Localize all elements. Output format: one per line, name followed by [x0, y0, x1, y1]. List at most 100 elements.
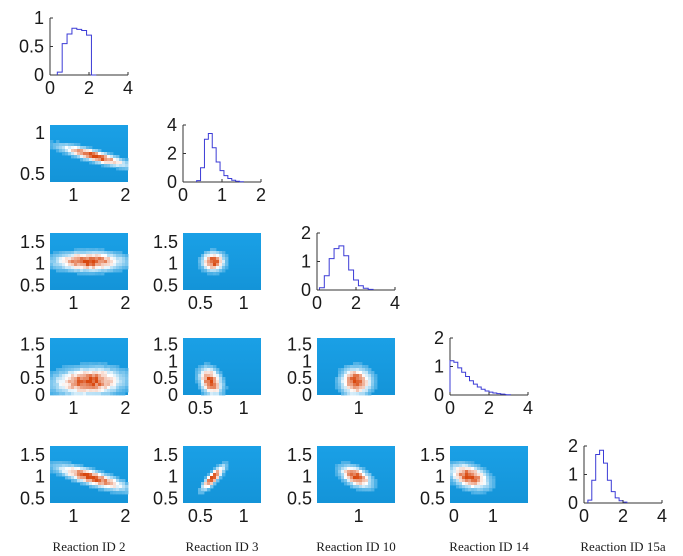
density-cell — [350, 365, 354, 369]
density-cell — [347, 365, 351, 369]
density-cell — [471, 470, 475, 474]
density-cell — [77, 254, 81, 258]
density-cell — [107, 476, 111, 480]
density-cell — [450, 476, 454, 480]
density-cell — [71, 260, 75, 264]
density-cell — [95, 485, 99, 489]
density-cell — [116, 365, 120, 369]
density-cell — [101, 362, 105, 366]
density-cell — [56, 146, 60, 150]
density-cell — [344, 377, 348, 381]
density-cell — [125, 164, 129, 168]
density-cell — [450, 467, 454, 471]
density-cell — [50, 371, 54, 375]
x-tick-label: 2 — [256, 185, 266, 205]
y-tick-label: 2 — [167, 144, 177, 164]
density-cell — [207, 272, 211, 276]
density-cell — [338, 386, 342, 390]
density-cell — [222, 389, 226, 393]
density-cell — [107, 485, 111, 489]
density-cell — [74, 155, 78, 159]
density-cell — [98, 257, 102, 261]
density-cell — [89, 467, 93, 471]
density-cell — [86, 377, 90, 381]
density-cell — [489, 488, 493, 492]
density-cell — [65, 152, 69, 156]
density-cell — [210, 479, 214, 483]
density-cell — [122, 482, 126, 486]
density-cell — [71, 386, 75, 390]
density-cell — [59, 263, 63, 267]
density-cell — [101, 152, 105, 156]
y-tick-label: 2 — [434, 328, 444, 348]
density-cell — [356, 365, 360, 369]
density-cell — [353, 476, 357, 480]
y-tick-label: 0.5 — [287, 489, 312, 509]
x-tick-label: 1 — [68, 293, 78, 313]
density-cell — [116, 476, 120, 480]
density-cell — [207, 365, 211, 369]
density-cell — [71, 383, 75, 387]
density-cell — [222, 260, 226, 264]
density-cell — [98, 482, 102, 486]
density-cell — [368, 479, 372, 483]
density-cell — [110, 269, 114, 273]
density-cell — [471, 491, 475, 495]
density-cell — [213, 248, 217, 252]
density-cell — [216, 473, 220, 477]
density-cell — [350, 368, 354, 372]
density-cell — [207, 362, 211, 366]
density-cell — [477, 476, 481, 480]
density-cell — [477, 470, 481, 474]
density-cell — [53, 386, 57, 390]
density-cell — [65, 266, 69, 270]
density-cell — [101, 371, 105, 375]
density-cell — [201, 485, 205, 489]
density-cell — [71, 470, 75, 474]
density-cell — [110, 158, 114, 162]
density-cell — [362, 386, 366, 390]
density-cell — [480, 485, 484, 489]
density-cell — [483, 476, 487, 480]
density-cell — [104, 164, 108, 168]
density-cell — [368, 380, 372, 384]
density-cell — [113, 482, 117, 486]
density-cell — [62, 461, 66, 465]
density-cell — [89, 260, 93, 264]
density-cell — [489, 485, 493, 489]
density-cell — [95, 266, 99, 270]
density-cell — [104, 263, 108, 267]
density-cell — [216, 257, 220, 261]
density-cell — [356, 368, 360, 372]
histogram-series — [318, 245, 374, 290]
density-cell — [462, 482, 466, 486]
density-cell — [198, 257, 202, 261]
parameter-label: Reaction ID 14 — [449, 539, 529, 554]
density-cell — [110, 365, 114, 369]
density-cell — [80, 260, 84, 264]
density-cell — [219, 386, 223, 390]
density-cell — [471, 467, 475, 471]
density-cell — [74, 143, 78, 147]
density-cell — [80, 266, 84, 270]
y-tick-label: 1.5 — [20, 445, 45, 465]
y-tick-label: 0.5 — [153, 489, 178, 509]
density-cell — [107, 254, 111, 258]
histogram-panel-5: 0 2 4 0 1 2 — [568, 436, 667, 526]
density-cell — [113, 377, 117, 381]
density-cell — [71, 377, 75, 381]
density-cell — [471, 479, 475, 483]
density-cell — [477, 491, 481, 495]
density-cell — [213, 470, 217, 474]
density-cell — [480, 473, 484, 477]
density-cell — [68, 149, 72, 153]
density-cell — [83, 473, 87, 477]
density-cell — [210, 251, 214, 255]
density-cell — [116, 161, 120, 165]
density-cell — [335, 386, 339, 390]
density-cell — [68, 152, 72, 156]
density-cell — [125, 491, 129, 495]
density-cell — [207, 380, 211, 384]
density-cell — [365, 389, 369, 393]
density-cell — [50, 374, 54, 378]
